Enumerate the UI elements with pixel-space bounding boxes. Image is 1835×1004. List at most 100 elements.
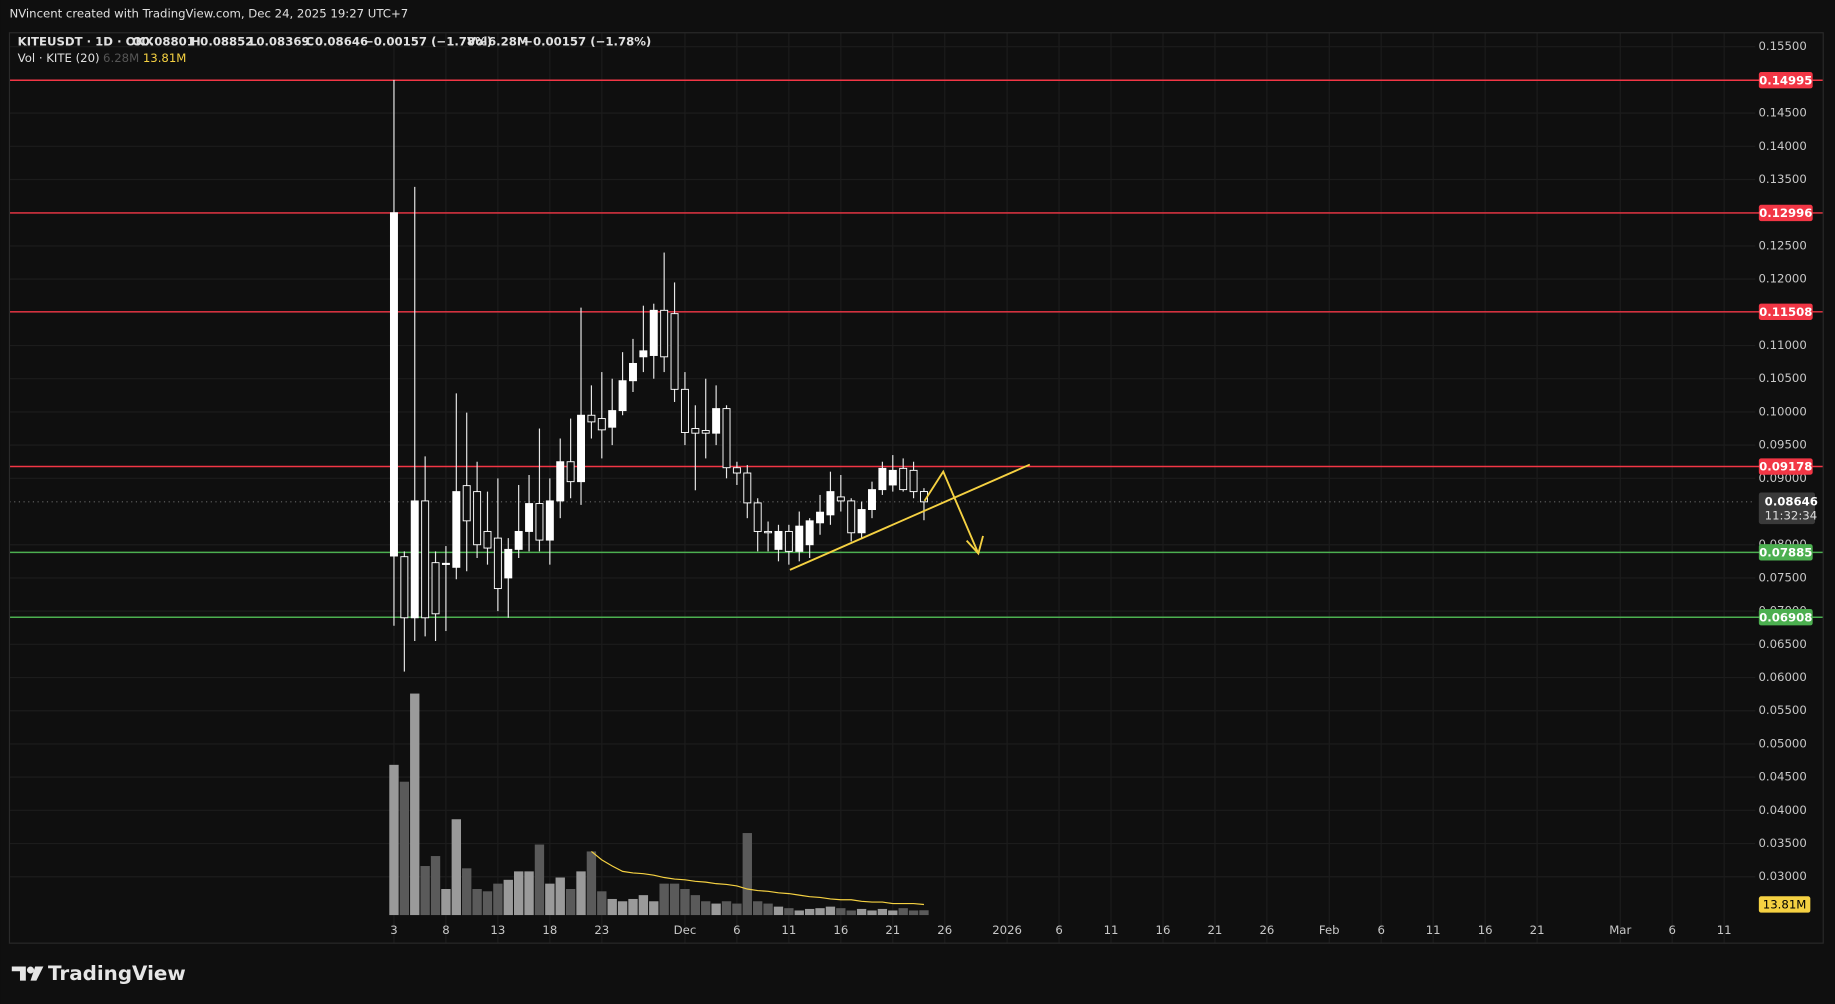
volume-bar: [482, 891, 493, 916]
volume-bar: [898, 908, 908, 916]
candle-body: [441, 562, 450, 565]
level-label: 0.14995: [1759, 73, 1812, 87]
last-price-box: [1758, 492, 1816, 525]
volume-bar: [846, 910, 856, 916]
y-tick-label: 0.04500: [1758, 770, 1806, 784]
candle-body: [774, 530, 783, 550]
x-tick-label: 11: [1426, 923, 1441, 937]
candle-body: [753, 502, 762, 532]
candle-body: [462, 485, 471, 522]
volume-bar: [742, 833, 752, 916]
volume-bar: [586, 851, 597, 916]
volume-bar: [856, 908, 867, 916]
y-tick-label: 0.15500: [1758, 39, 1806, 53]
candle-body: [629, 362, 637, 382]
level-label-box: [1758, 458, 1813, 475]
candle-body: [608, 410, 617, 428]
volume-bar: [513, 871, 524, 916]
candle-body: [649, 309, 658, 356]
y-tick-label: 0.09500: [1758, 438, 1806, 452]
candle-body: [701, 430, 710, 434]
y-tick-label: 0.06000: [1758, 670, 1806, 684]
y-tick-label: 0.14500: [1758, 106, 1806, 120]
volume-bar: [503, 879, 513, 916]
candle-body: [660, 309, 669, 358]
volume-bar: [451, 819, 461, 916]
volume-bar: [607, 898, 617, 916]
x-tick-label: 16: [833, 923, 848, 937]
y-tick-label: 0.04000: [1758, 803, 1806, 817]
legend-vol-ma: 13.81M: [143, 51, 187, 65]
level-label: 0.12996: [1759, 206, 1812, 220]
candle-body: [857, 509, 866, 534]
volume-bar: [888, 910, 898, 916]
y-tick-label: 0.03500: [1758, 836, 1806, 850]
level-label-box: [1758, 609, 1813, 626]
level-label-box: [1758, 72, 1813, 89]
legend-o: O: [132, 35, 142, 49]
candle-body: [732, 467, 741, 474]
axes: 0.155000.150000.145000.140000.135000.130…: [390, 39, 1818, 937]
volume-bar: [794, 910, 804, 916]
y-tick-label: 0.06500: [1758, 637, 1806, 651]
candle-body: [597, 418, 606, 431]
y-tick-label: 0.13500: [1758, 172, 1806, 186]
x-tick-label: Feb: [1319, 923, 1340, 937]
level-label: 0.11508: [1759, 305, 1812, 319]
y-tick-label: 0.10500: [1758, 371, 1806, 385]
volume-bar: [669, 883, 680, 916]
candle-body: [473, 491, 482, 546]
x-tick-label: 11: [781, 923, 796, 937]
x-tick-label: 23: [594, 923, 609, 937]
candles: [389, 79, 928, 672]
volume-bar: [462, 868, 472, 916]
x-tick-label: 13: [490, 923, 505, 937]
volume-bar: [784, 908, 794, 916]
volume-ma-line: [591, 850, 925, 906]
trend-line: [789, 463, 1031, 571]
last-price-label: 0.08646: [1765, 494, 1818, 508]
y-tick-label: 0.10000: [1758, 404, 1806, 418]
candle-body: [587, 414, 596, 423]
logo-mark: [11, 966, 26, 981]
legend-high: 0.08852: [200, 35, 253, 49]
legend-l: L: [249, 35, 257, 49]
x-tick-label: 16: [1478, 923, 1493, 937]
legend-vol-study: Vol · KITE (20): [18, 51, 100, 65]
volume-bar: [867, 910, 877, 916]
volume-bar: [420, 866, 430, 916]
legend: KITEUSDT · 1D · OKX O 0.08801 H 0.08852 …: [18, 35, 652, 65]
volume-bar: [430, 856, 441, 916]
projection-arrow: [923, 469, 980, 554]
y-tick-label: 0.12500: [1758, 238, 1806, 252]
x-tick-label: 21: [1530, 923, 1545, 937]
candle-body: [483, 530, 492, 549]
volume-pane: [389, 693, 929, 916]
candle-body: [431, 562, 440, 615]
volume-bar: [804, 908, 815, 916]
plot-border: [8, 32, 1824, 944]
candle-body: [410, 500, 419, 619]
candle-body: [712, 408, 721, 434]
volume-bar: [877, 908, 888, 916]
volume-bar: [524, 871, 534, 916]
candle-body: [566, 461, 575, 483]
x-tick-label: 26: [1259, 923, 1274, 937]
volume-bar: [836, 908, 846, 916]
countdown: 11:32:34: [1765, 508, 1818, 522]
candle-body: [400, 556, 409, 619]
level-label: 0.09178: [1759, 460, 1812, 474]
volume-bar: [680, 889, 690, 916]
candle-body: [909, 469, 918, 493]
legend-open: 0.08801: [142, 35, 195, 49]
candle-body: [805, 520, 814, 546]
legend-symbol: KITEUSDT · 1D · OKX: [18, 35, 154, 49]
candle-body: [764, 530, 773, 534]
drawings: [789, 463, 1031, 571]
candle-body: [514, 530, 523, 550]
level-label-box: [1758, 303, 1813, 320]
candle-body: [525, 503, 534, 532]
candle-body: [878, 467, 887, 491]
logo-mark: [30, 966, 44, 981]
candle-body: [847, 500, 856, 534]
